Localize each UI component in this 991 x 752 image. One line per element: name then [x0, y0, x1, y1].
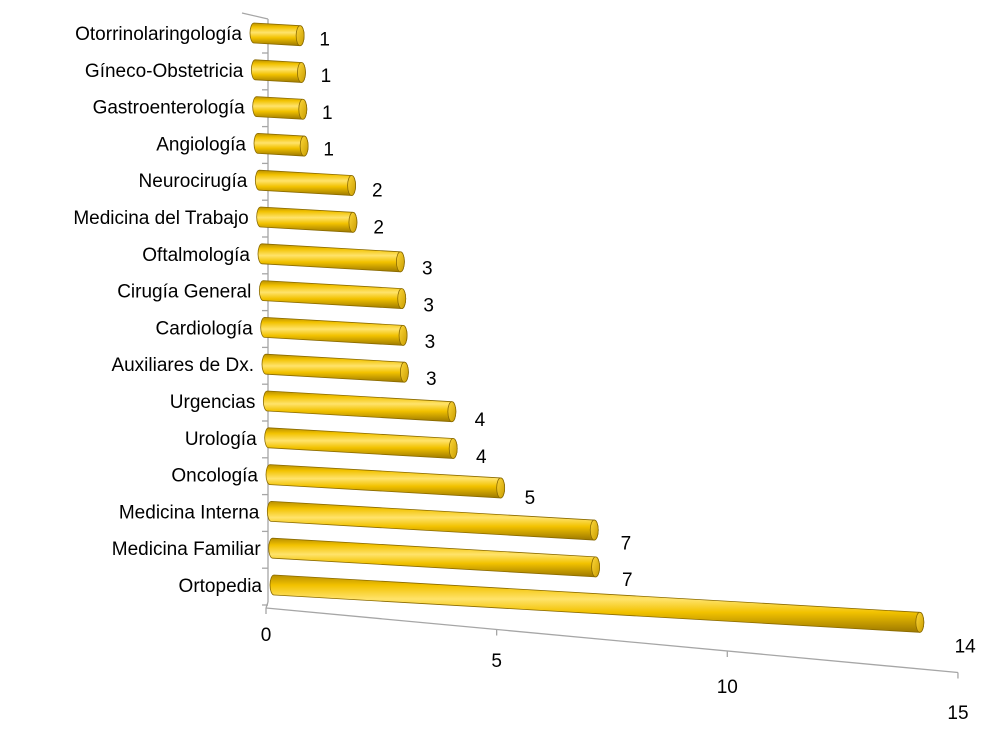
bar [258, 280, 407, 309]
x-tick-label: 5 [491, 651, 502, 672]
category-label: Auxiliares de Dx. [111, 355, 254, 376]
bar-cap [397, 288, 407, 309]
bar [254, 169, 356, 196]
bar-body [264, 427, 458, 459]
bar [261, 353, 409, 383]
category-label: Angiología [156, 134, 246, 155]
bar-cap [348, 211, 358, 233]
data-label: 7 [621, 533, 632, 554]
bar-body [256, 206, 358, 233]
category-label: Medicina Interna [119, 502, 260, 523]
bar-cap [448, 438, 458, 459]
bar-cap [589, 519, 599, 541]
bar-body [254, 169, 356, 196]
data-label: 2 [373, 218, 384, 239]
category-label: Gastroenterología [93, 98, 246, 119]
bar-body [269, 574, 925, 633]
data-label: 2 [372, 181, 383, 202]
category-label: Oftalmología [142, 245, 250, 266]
bar-body [265, 464, 506, 499]
data-label: 14 [955, 637, 977, 658]
bar [252, 96, 308, 120]
bar-body [262, 390, 457, 423]
bar-cap [298, 98, 308, 120]
data-label: 3 [422, 259, 433, 280]
bar-cap [591, 556, 600, 578]
category-label: Urología [185, 429, 257, 450]
bar [253, 132, 309, 157]
bar-cap [399, 361, 409, 383]
bar-cap [347, 175, 356, 196]
bar [264, 427, 458, 459]
category-label: Cardiología [155, 318, 253, 339]
bar-body [257, 243, 405, 273]
bar-cap [297, 62, 306, 83]
bar [262, 390, 457, 423]
bar [265, 464, 506, 499]
bar-cap [295, 25, 305, 47]
bar [260, 316, 408, 346]
bar-cap [447, 401, 457, 423]
category-label: Medicina del Trabajo [73, 208, 248, 229]
data-label: 3 [425, 332, 436, 353]
bar-cap [398, 324, 408, 346]
bar-cap [915, 611, 925, 633]
bars [249, 22, 925, 633]
data-label: 1 [323, 140, 334, 161]
bar-body [261, 353, 409, 383]
data-label: 3 [423, 295, 434, 316]
axes [241, 12, 959, 679]
x-tick-label: 10 [717, 677, 738, 698]
category-label: Otorrinolaringología [75, 24, 242, 45]
bar-body [260, 316, 408, 346]
bar [250, 59, 306, 83]
bar [268, 537, 600, 578]
bar-cap [299, 135, 309, 157]
bar-cap [496, 477, 506, 499]
data-label: 1 [319, 29, 330, 50]
data-label: 4 [476, 447, 487, 468]
value-axis [265, 607, 959, 674]
bar [269, 574, 925, 633]
bar [266, 500, 599, 541]
x-tick-label: 0 [261, 625, 272, 646]
category-label: Oncología [171, 466, 258, 487]
category-label: Urgencias [170, 392, 256, 413]
category-label: Medicina Familiar [112, 539, 262, 560]
bar-body [258, 280, 407, 309]
category-label: Gíneco-Obstetricia [85, 61, 244, 82]
data-label: 1 [322, 103, 333, 124]
labels: 0510151Otorrinolaringología1Gíneco-Obste… [73, 24, 976, 724]
bar [257, 243, 405, 273]
bar-body [266, 500, 599, 541]
data-label: 1 [321, 66, 332, 87]
category-label: Neurocirugía [139, 171, 248, 192]
category-label: Cirugía General [117, 282, 251, 303]
bar [249, 22, 305, 47]
bar [256, 206, 358, 233]
data-label: 3 [426, 369, 437, 390]
data-label: 5 [525, 488, 536, 509]
bar-cap [395, 251, 405, 273]
x-tick-label: 15 [947, 703, 968, 724]
data-label: 7 [622, 570, 633, 591]
data-label: 4 [475, 410, 486, 431]
category-label: Ortopedia [179, 576, 263, 597]
bar-body [268, 537, 600, 578]
